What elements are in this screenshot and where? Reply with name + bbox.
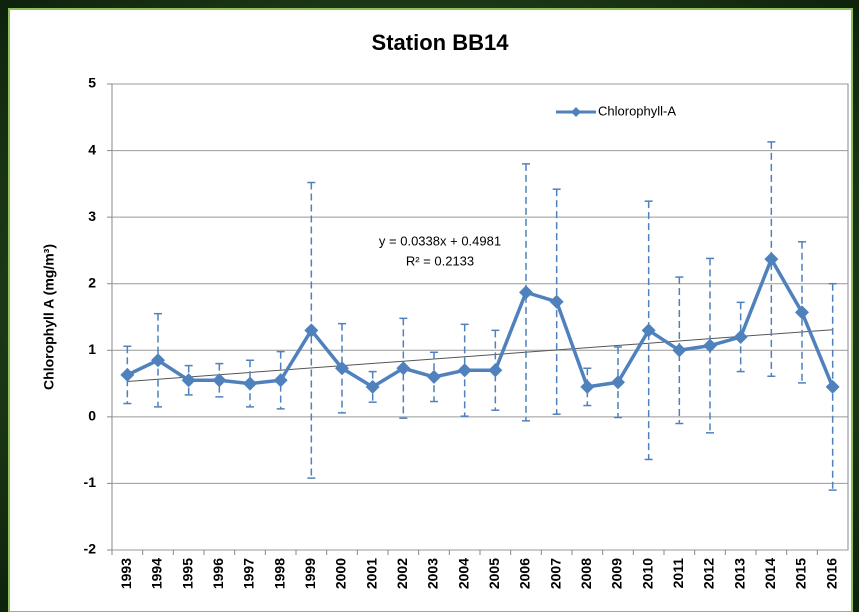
data-point xyxy=(549,294,564,309)
x-tick-label: 2003 xyxy=(425,558,441,589)
data-point xyxy=(825,379,840,394)
legend-label: Chlorophyll-A xyxy=(598,103,676,118)
y-tick-label: 5 xyxy=(88,75,96,91)
x-tick-label: 1997 xyxy=(241,558,257,589)
x-tick-label: 1993 xyxy=(118,558,134,589)
data-point xyxy=(764,252,779,267)
x-tick-label: 2015 xyxy=(793,558,809,589)
x-tick-label: 1999 xyxy=(302,558,318,589)
data-point xyxy=(488,363,503,378)
x-tick-label: 2004 xyxy=(455,558,471,589)
y-tick-label: -2 xyxy=(84,541,97,557)
x-tick-label: 2002 xyxy=(394,558,410,589)
data-point xyxy=(243,376,257,391)
annotation: R² = 0.2133 xyxy=(406,253,474,268)
data-point xyxy=(396,361,411,376)
x-tick-label: 2012 xyxy=(701,558,717,589)
data-point xyxy=(120,367,135,382)
x-tick-label: 2007 xyxy=(547,558,563,589)
data-point xyxy=(703,338,717,353)
annotation: y = 0.0338x + 0.4981 xyxy=(379,233,501,248)
chart-title: Station BB14 xyxy=(372,30,510,55)
x-tick-label: 2009 xyxy=(609,558,625,589)
data-point xyxy=(181,373,196,388)
data-point xyxy=(519,285,533,300)
data-point xyxy=(795,305,809,320)
x-tick-label: 2000 xyxy=(333,558,349,589)
x-tick-label: 2001 xyxy=(363,558,379,589)
y-tick-label: 1 xyxy=(88,341,96,357)
x-tick-label: 2008 xyxy=(578,558,594,589)
data-point xyxy=(212,373,227,388)
data-point xyxy=(304,323,319,338)
x-tick-label: 1998 xyxy=(271,558,287,589)
x-tick-label: 1996 xyxy=(210,558,226,589)
x-tick-label: 2014 xyxy=(762,558,778,589)
x-tick-label: 1995 xyxy=(179,558,195,589)
x-tick-label: 2005 xyxy=(486,558,502,589)
trendline xyxy=(127,329,833,382)
data-point xyxy=(335,361,349,376)
y-tick-label: 2 xyxy=(88,274,96,290)
data-point xyxy=(672,343,687,358)
y-tick-label: 4 xyxy=(88,141,96,157)
legend-marker xyxy=(571,107,581,117)
data-point xyxy=(273,373,288,388)
x-tick-label: 2006 xyxy=(517,558,533,589)
x-tick-label: 2013 xyxy=(731,558,747,589)
data-point xyxy=(365,379,380,394)
data-point xyxy=(580,379,595,394)
y-tick-label: -1 xyxy=(84,474,97,490)
data-point xyxy=(641,323,656,338)
x-tick-label: 1994 xyxy=(149,558,165,589)
y-axis-label: Chlorophyll A (mg/m³) xyxy=(41,244,57,390)
data-point xyxy=(611,375,625,390)
y-tick-label: 0 xyxy=(88,408,96,424)
x-tick-label: 2016 xyxy=(823,558,839,589)
data-point xyxy=(457,363,472,378)
x-tick-label: 2011 xyxy=(670,558,686,589)
data-point xyxy=(151,353,165,368)
y-tick-label: 3 xyxy=(88,208,96,224)
x-tick-label: 2010 xyxy=(639,558,655,589)
data-point xyxy=(733,329,748,344)
chart-panel xyxy=(8,8,853,612)
data-point xyxy=(427,369,441,384)
